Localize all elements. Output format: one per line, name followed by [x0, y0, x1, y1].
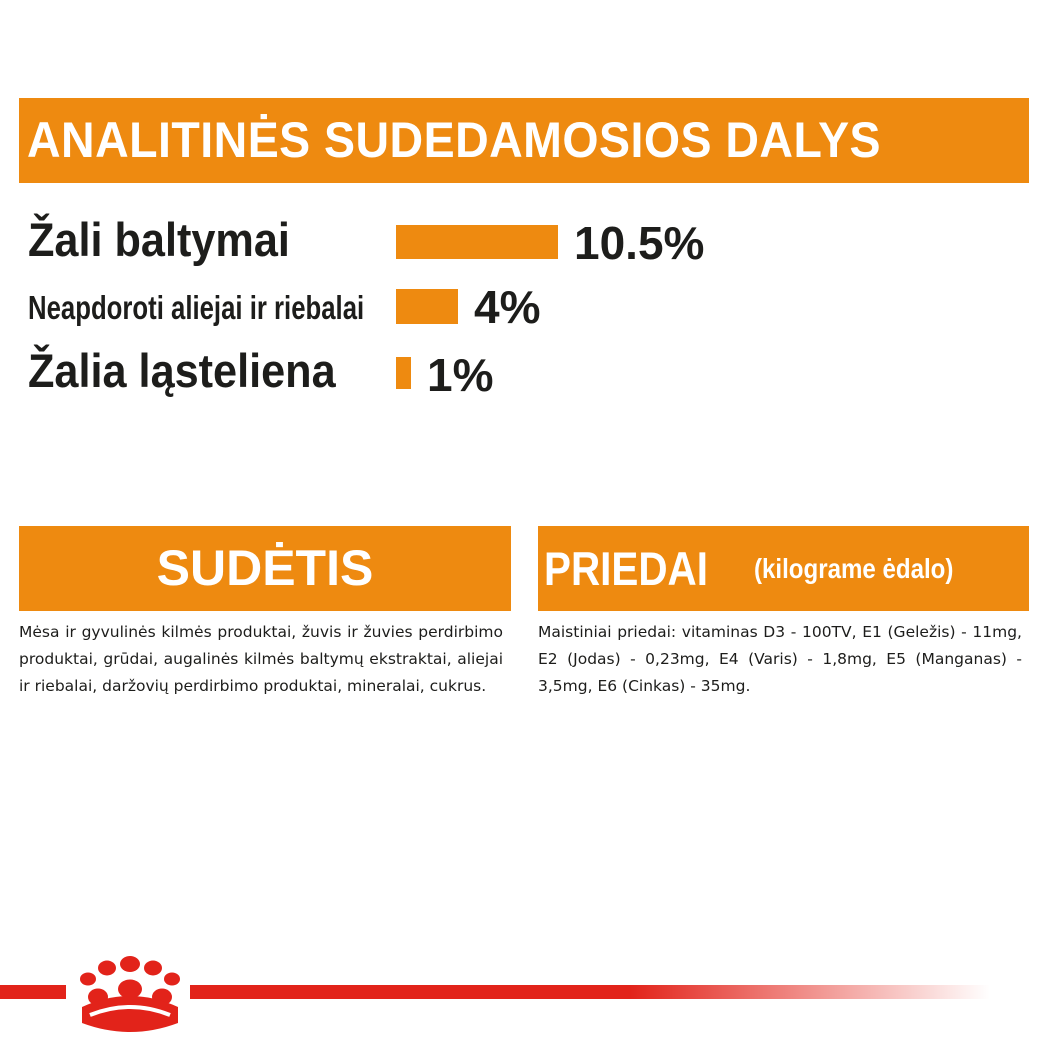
nutrient-label-fat: Neapdoroti aliejai ir riebalai [28, 289, 365, 326]
royal-canin-crown-icon [80, 956, 180, 1032]
additives-subtitle: (kilograme ėdalo) [754, 553, 954, 584]
nutrient-label-protein: Žali baltymai [28, 213, 290, 266]
footer-line-left [0, 985, 66, 999]
footer-line-right [190, 985, 990, 999]
additives-text: Maistiniai priedai: vitaminas D3 - 100TV… [538, 623, 1022, 695]
nutrient-label-fibre: Žalia ląsteliena [28, 344, 336, 397]
additives-banner: PRIEDAI (kilograme ėdalo) [538, 526, 1029, 611]
nutrient-bar-fat [396, 289, 458, 324]
nutrient-value-fat: 4% [474, 281, 541, 333]
composition-title: SUDĖTIS [156, 540, 374, 596]
composition-banner: SUDĖTIS [19, 526, 511, 611]
nutrient-bar-fibre [396, 357, 411, 389]
analysis-banner: ANALITINĖS SUDEDAMOSIOS DALYS [19, 98, 1029, 183]
nutrient-value-fibre: 1% [427, 349, 494, 401]
nutrient-bar-protein [396, 225, 558, 259]
analysis-title: ANALITINĖS SUDEDAMOSIOS DALYS [27, 112, 882, 168]
additives-title: PRIEDAI [544, 542, 708, 595]
nutrient-value-protein: 10.5% [574, 217, 705, 269]
composition-text: Mėsa ir gyvulinės kilmės produktai, žuvi… [19, 623, 503, 695]
